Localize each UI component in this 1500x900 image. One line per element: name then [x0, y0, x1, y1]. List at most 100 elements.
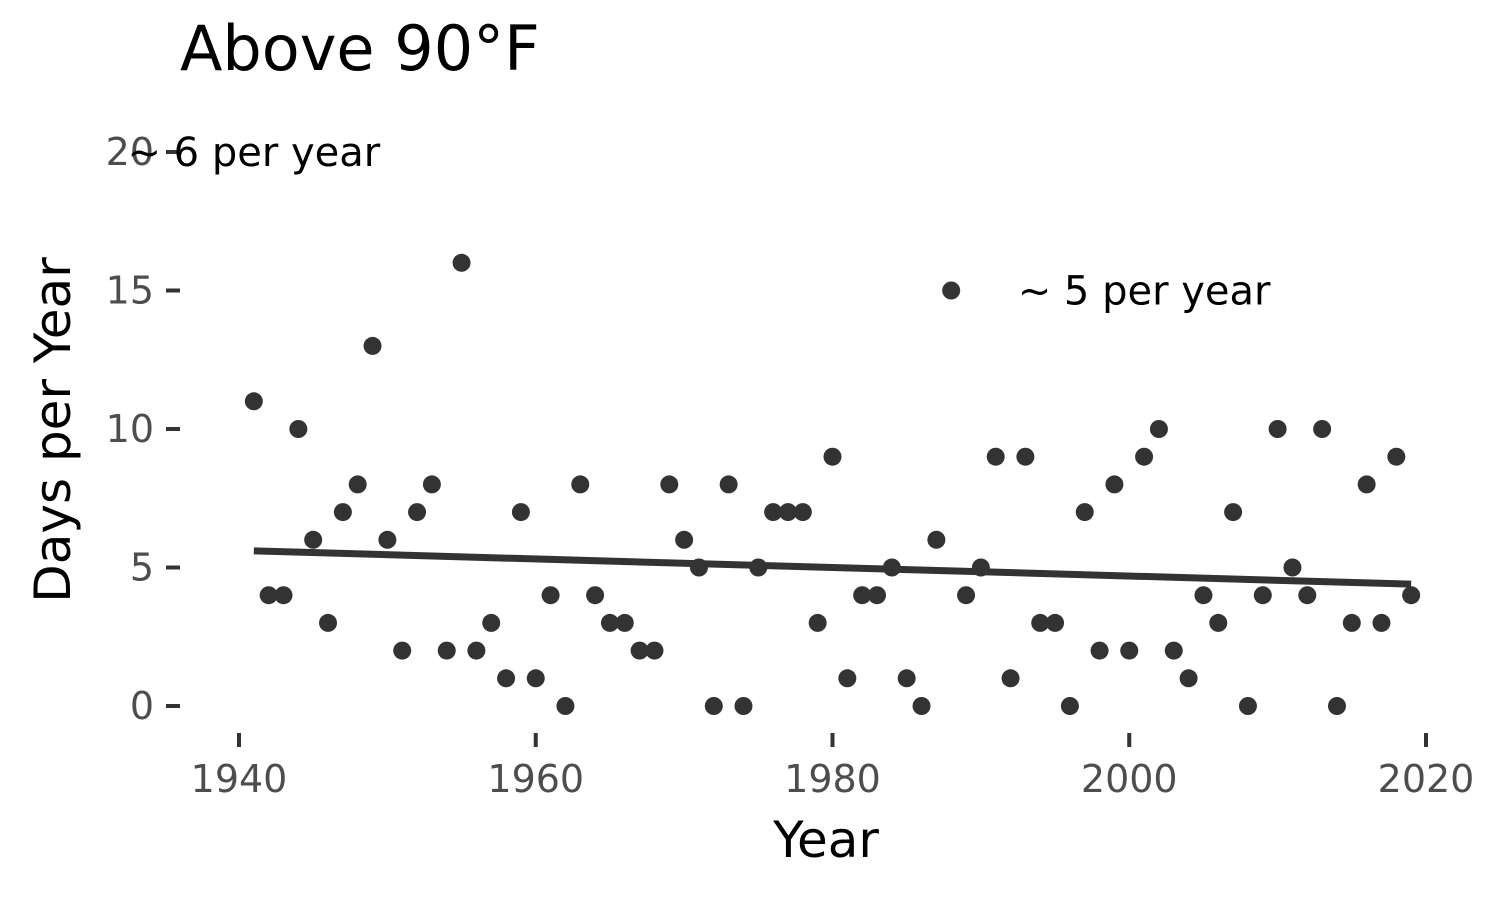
y-tick-label: 5 — [130, 546, 154, 590]
x-axis-title: Year — [772, 811, 879, 869]
data-point — [1194, 586, 1213, 605]
data-point — [897, 669, 916, 688]
annotation-label: ~ 6 per year — [127, 130, 380, 176]
data-point — [749, 558, 768, 577]
annotations: ~ 6 per year ~ 5 per year — [127, 130, 1271, 315]
data-point — [1387, 447, 1406, 466]
data-point — [452, 253, 471, 272]
data-point — [571, 475, 590, 494]
data-point — [882, 558, 901, 577]
data-point — [541, 586, 560, 605]
data-point — [1372, 613, 1391, 632]
data-point — [1313, 420, 1332, 438]
data-point — [1149, 420, 1168, 438]
data-point — [778, 503, 797, 522]
data-point — [719, 475, 738, 494]
data-point — [363, 336, 382, 355]
data-point — [437, 641, 456, 660]
data-point — [497, 669, 516, 688]
data-point — [1075, 503, 1094, 522]
data-point — [1253, 586, 1272, 605]
x-tick-label: 2020 — [1378, 757, 1475, 801]
data-point — [1120, 641, 1139, 660]
data-point — [1298, 586, 1317, 605]
data-point — [1164, 641, 1183, 660]
data-point — [1283, 558, 1302, 577]
data-point — [1016, 447, 1035, 466]
data-point — [675, 530, 694, 549]
data-point — [615, 613, 634, 632]
data-point — [393, 641, 412, 660]
data-point — [244, 392, 263, 411]
data-point — [526, 669, 545, 688]
data-point — [1046, 613, 1065, 632]
data-point — [289, 420, 308, 438]
chart-title: Above 90°F — [180, 12, 540, 85]
data-point — [348, 475, 367, 494]
data-point — [1209, 613, 1228, 632]
data-point — [1327, 697, 1346, 715]
x-tick-label: 2000 — [1081, 757, 1178, 801]
x-tick-label: 1980 — [784, 757, 881, 801]
data-point — [1268, 420, 1287, 438]
data-point — [734, 697, 753, 715]
data-point — [1060, 697, 1079, 715]
data-point — [764, 503, 783, 522]
data-point — [333, 503, 352, 522]
data-point — [1179, 669, 1198, 688]
trend-line-group — [253, 547, 1412, 588]
y-tick-label: 0 — [130, 684, 154, 728]
x-tick-label: 1940 — [191, 757, 288, 801]
y-axis-title: Days per Year — [24, 257, 82, 603]
data-point — [986, 447, 1005, 466]
x-axis: 1940 1960 1980 2000 2020 — [191, 733, 1475, 801]
data-point — [422, 475, 441, 494]
data-point — [927, 530, 946, 549]
data-point — [1402, 586, 1421, 605]
data-point — [793, 503, 812, 522]
data-point — [1001, 669, 1020, 688]
data-point — [586, 586, 605, 605]
data-point — [971, 558, 990, 577]
data-point — [274, 586, 293, 605]
data-point — [378, 530, 397, 549]
data-point — [482, 613, 501, 632]
data-point — [645, 641, 664, 660]
data-point — [942, 281, 961, 300]
annotation-label: ~ 5 per year — [1018, 269, 1271, 315]
data-point — [1357, 475, 1376, 494]
data-point — [259, 586, 278, 605]
data-point — [868, 586, 887, 605]
data-point — [600, 613, 619, 632]
trend-line — [253, 547, 1412, 588]
data-point — [304, 530, 323, 549]
y-tick-label: 10 — [106, 407, 154, 451]
data-point — [1031, 613, 1050, 632]
data-point — [957, 586, 976, 605]
data-point — [912, 697, 931, 715]
y-axis: 0 5 10 15 20 — [106, 130, 180, 728]
data-point — [808, 613, 827, 632]
data-point — [823, 447, 842, 466]
data-point — [689, 558, 708, 577]
data-point — [838, 669, 857, 688]
data-point — [319, 613, 338, 632]
data-point — [408, 503, 427, 522]
data-point — [467, 641, 486, 660]
data-point — [660, 475, 679, 494]
y-tick-label: 15 — [106, 269, 154, 313]
data-point — [853, 586, 872, 605]
data-points — [244, 253, 1421, 715]
data-point — [511, 503, 530, 522]
data-point — [1090, 641, 1109, 660]
data-point — [1342, 613, 1361, 632]
data-point — [704, 697, 723, 715]
data-point — [630, 641, 649, 660]
data-point — [1224, 503, 1243, 522]
data-point — [556, 697, 575, 715]
data-point — [1238, 697, 1257, 715]
data-point — [1105, 475, 1124, 494]
y-tick-label: 20 — [106, 130, 154, 174]
data-point — [1135, 447, 1154, 466]
